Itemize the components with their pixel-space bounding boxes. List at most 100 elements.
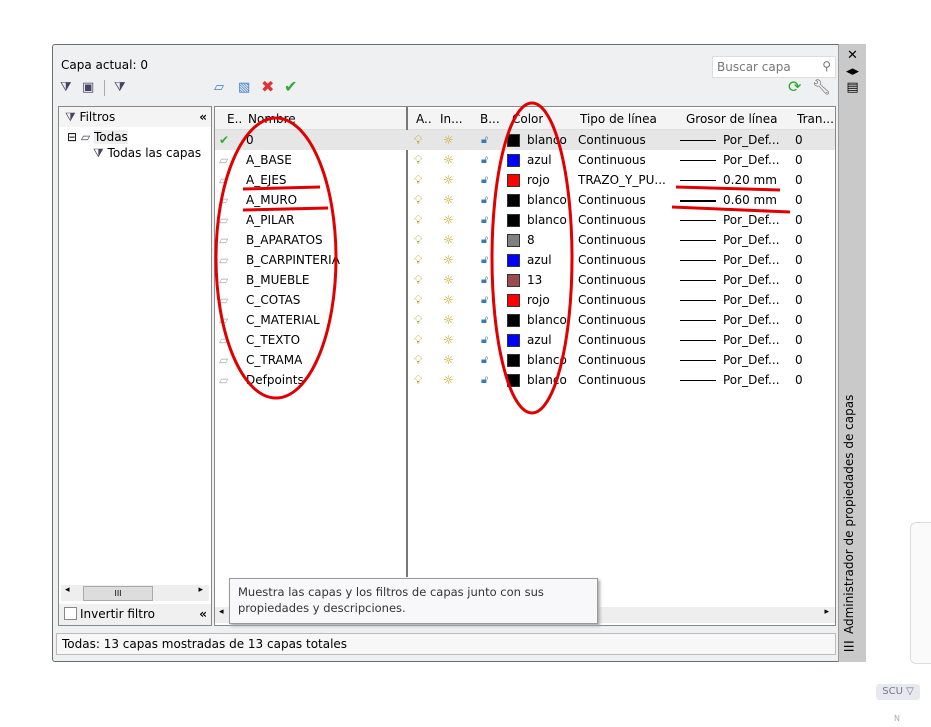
layer-row[interactable]: ✔ 0 💡︎ ☼ 🔓︎ blanco Continuous Por_Def... 0 bbox=[215, 130, 835, 150]
unlock-icon[interactable]: 🔓︎ bbox=[481, 213, 489, 226]
ucs-menu[interactable]: SCU ▽ bbox=[876, 684, 920, 700]
on-bulb-icon[interactable]: 💡︎ bbox=[414, 293, 423, 307]
layer-color[interactable]: 8 bbox=[527, 233, 535, 247]
color-swatch[interactable] bbox=[507, 254, 520, 267]
layer-row[interactable]: ▱ A_BASE 💡︎ ☼ 🔓︎ azul Continuous Por_Def... 0 bbox=[215, 150, 835, 170]
color-swatch[interactable] bbox=[507, 174, 520, 187]
on-bulb-icon[interactable]: 💡︎ bbox=[414, 133, 423, 147]
color-swatch[interactable] bbox=[507, 234, 520, 247]
layer-name[interactable]: B_MUEBLE bbox=[246, 273, 310, 287]
color-swatch[interactable] bbox=[507, 274, 520, 287]
thaw-sun-icon[interactable]: ☼ bbox=[443, 353, 454, 367]
on-bulb-icon[interactable]: 💡︎ bbox=[414, 273, 423, 287]
layer-linetype[interactable]: Continuous bbox=[578, 313, 646, 327]
new-layer-frozen-icon[interactable]: ▧ bbox=[238, 80, 251, 95]
scrollbar-thumb[interactable]: III bbox=[83, 586, 153, 601]
thaw-sun-icon[interactable]: ☼ bbox=[443, 273, 454, 287]
layer-lineweight[interactable]: Por_Def... bbox=[723, 293, 780, 307]
layer-lineweight[interactable]: Por_Def... bbox=[723, 273, 780, 287]
unlock-icon[interactable]: 🔓︎ bbox=[481, 293, 489, 306]
color-swatch[interactable] bbox=[507, 294, 520, 307]
column-on[interactable]: A.. bbox=[416, 112, 432, 126]
thaw-sun-icon[interactable]: ☼ bbox=[443, 153, 454, 167]
layer-color[interactable]: 13 bbox=[527, 273, 543, 287]
layer-linetype[interactable]: Continuous bbox=[578, 153, 646, 167]
layer-lineweight[interactable]: Por_Def... bbox=[723, 233, 780, 247]
layer-linetype[interactable]: Continuous bbox=[578, 253, 646, 267]
color-swatch[interactable] bbox=[507, 354, 520, 367]
close-icon[interactable]: ✕ bbox=[847, 48, 858, 63]
column-lineweight[interactable]: Grosor de línea bbox=[686, 112, 778, 126]
new-property-filter-icon[interactable]: ⧩ bbox=[60, 80, 72, 95]
layer-transparency[interactable]: 0 bbox=[795, 233, 803, 247]
on-bulb-icon[interactable]: 💡︎ bbox=[414, 353, 423, 367]
layer-transparency[interactable]: 0 bbox=[795, 213, 803, 227]
unlock-icon[interactable]: 🔓︎ bbox=[481, 193, 489, 206]
layer-transparency[interactable]: 0 bbox=[795, 353, 803, 367]
layer-lineweight[interactable]: Por_Def... bbox=[723, 133, 780, 147]
layer-linetype[interactable]: Continuous bbox=[578, 293, 646, 307]
thaw-sun-icon[interactable]: ☼ bbox=[443, 333, 454, 347]
layer-row[interactable]: ▱ A_MURO 💡︎ ☼ 🔓︎ blanco Continuous 0.60 mm 0 bbox=[215, 190, 835, 210]
layer-transparency[interactable]: 0 bbox=[795, 253, 803, 267]
column-transparency[interactable]: Tran... bbox=[797, 112, 834, 126]
filters-horizontal-scrollbar[interactable]: ◂ III ▸ bbox=[61, 585, 209, 601]
frozen-pane-divider[interactable] bbox=[406, 107, 408, 577]
unlock-icon[interactable]: 🔓︎ bbox=[481, 153, 489, 166]
layer-linetype[interactable]: Continuous bbox=[578, 193, 646, 207]
layer-row[interactable]: ▱ C_COTAS 💡︎ ☼ 🔓︎ rojo Continuous Por_Def... 0 bbox=[215, 290, 835, 310]
layer-transparency[interactable]: 0 bbox=[795, 133, 803, 147]
layer-lineweight[interactable]: Por_Def... bbox=[723, 353, 780, 367]
tree-node-todas-las-capas[interactable]: ⧩ Todas las capas bbox=[93, 146, 202, 160]
unlock-icon[interactable]: 🔓︎ bbox=[481, 233, 489, 246]
thaw-sun-icon[interactable]: ☼ bbox=[443, 133, 454, 147]
layer-name[interactable]: A_PILAR bbox=[246, 213, 295, 227]
new-layer-icon[interactable]: ▱ bbox=[214, 80, 224, 95]
layer-name[interactable]: B_CARPINTERIA bbox=[246, 253, 340, 267]
layer-color[interactable]: blanco bbox=[527, 353, 567, 367]
layer-name[interactable]: A_MURO bbox=[246, 193, 298, 207]
on-bulb-icon[interactable]: 💡︎ bbox=[414, 253, 423, 267]
layer-linetype[interactable]: Continuous bbox=[578, 233, 646, 247]
collapse-bottom-icon[interactable]: « bbox=[199, 607, 207, 621]
layer-color[interactable]: blanco bbox=[527, 213, 567, 227]
color-swatch[interactable] bbox=[507, 214, 520, 227]
layer-linetype[interactable]: Continuous bbox=[578, 133, 646, 147]
refresh-icon[interactable]: ⟳ bbox=[788, 77, 802, 96]
layer-color[interactable]: rojo bbox=[527, 173, 550, 187]
layer-lineweight[interactable]: 0.20 mm bbox=[723, 173, 777, 187]
search-layer-input[interactable]: Buscar capa ⚲ bbox=[712, 56, 836, 78]
on-bulb-icon[interactable]: 💡︎ bbox=[414, 233, 423, 247]
layer-name[interactable]: A_BASE bbox=[246, 153, 292, 167]
tree-node-todas[interactable]: ⊟ ▱ Todas bbox=[67, 130, 128, 144]
layer-transparency[interactable]: 0 bbox=[795, 153, 803, 167]
layer-row[interactable]: ▱ A_EJES 💡︎ ☼ 🔓︎ rojo TRAZO_Y_PU... 0.20 mm 0 bbox=[215, 170, 835, 190]
layer-lineweight[interactable]: Por_Def... bbox=[723, 373, 780, 387]
layer-transparency[interactable]: 0 bbox=[795, 173, 803, 187]
layer-color[interactable]: blanco bbox=[527, 313, 567, 327]
unlock-icon[interactable]: 🔓︎ bbox=[481, 313, 489, 326]
layer-name[interactable]: C_MATERIAL bbox=[246, 313, 320, 327]
layer-row[interactable]: ▱ C_TRAMA 💡︎ ☼ 🔓︎ blanco Continuous Por_Def... 0 bbox=[215, 350, 835, 370]
on-bulb-icon[interactable]: 💡︎ bbox=[414, 213, 423, 227]
new-group-filter-icon[interactable]: ▣ bbox=[82, 80, 95, 95]
unlock-icon[interactable]: 🔓︎ bbox=[481, 333, 489, 346]
column-lock[interactable]: B... bbox=[480, 112, 500, 126]
layer-transparency[interactable]: 0 bbox=[795, 273, 803, 287]
layer-transparency[interactable]: 0 bbox=[795, 313, 803, 327]
layer-lineweight[interactable]: 0.60 mm bbox=[723, 193, 777, 207]
layer-name[interactable]: Defpoints bbox=[246, 373, 304, 387]
unlock-icon[interactable]: 🔓︎ bbox=[481, 273, 489, 286]
layer-linetype[interactable]: Continuous bbox=[578, 373, 646, 387]
thaw-sun-icon[interactable]: ☼ bbox=[443, 173, 454, 187]
layer-linetype[interactable]: Continuous bbox=[578, 353, 646, 367]
invert-filter-checkbox[interactable] bbox=[64, 607, 77, 620]
layer-color[interactable]: rojo bbox=[527, 293, 550, 307]
layer-linetype[interactable]: Continuous bbox=[578, 333, 646, 347]
layer-color[interactable]: azul bbox=[527, 253, 552, 267]
layer-row[interactable]: ▱ B_MUEBLE 💡︎ ☼ 🔓︎ 13 Continuous Por_Def... 0 bbox=[215, 270, 835, 290]
layer-name[interactable]: A_EJES bbox=[246, 173, 287, 187]
color-swatch[interactable] bbox=[507, 314, 520, 327]
layer-lineweight[interactable]: Por_Def... bbox=[723, 153, 780, 167]
layer-lineweight[interactable]: Por_Def... bbox=[723, 313, 780, 327]
